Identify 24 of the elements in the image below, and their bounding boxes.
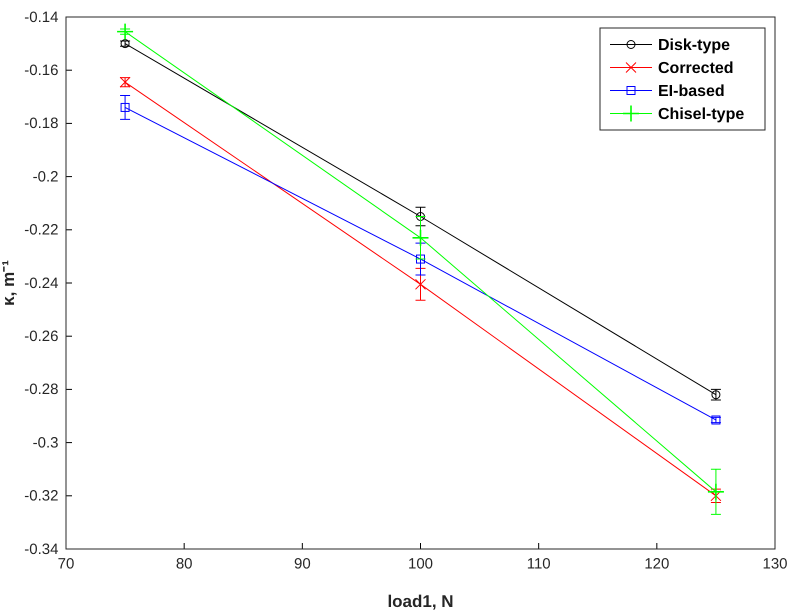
x-tick-label: 100 — [408, 556, 434, 572]
y-tick-label: -0.14 — [24, 8, 58, 26]
x-tick-label: 80 — [176, 556, 193, 572]
y-axis-title: κ, m⁻¹ — [0, 260, 18, 306]
y-tick-label: -0.22 — [24, 222, 58, 239]
y-tick-label: -0.24 — [24, 274, 58, 292]
legend-label: EI-based — [658, 83, 725, 100]
y-tick-label: -0.3 — [32, 434, 58, 452]
x-tick-label: 90 — [294, 556, 311, 572]
y-tick-label: -0.34 — [24, 540, 58, 558]
x-axis-title: load1, N — [387, 592, 454, 611]
y-tick-label: -0.2 — [32, 168, 58, 186]
x-tick-label: 110 — [526, 556, 551, 572]
y-tick-label: -0.32 — [24, 488, 58, 505]
x-tick-label: 120 — [644, 556, 670, 572]
y-tick-label: -0.16 — [24, 62, 58, 79]
legend-label: Disk-type — [658, 37, 730, 54]
legend-label: Chisel-type — [658, 106, 744, 124]
x-tick-label: 130 — [762, 556, 788, 572]
y-tick-label: -0.28 — [24, 381, 58, 398]
y-tick-label: -0.26 — [24, 328, 58, 345]
x-tick-label: 70 — [58, 556, 74, 572]
y-tick-label: -0.18 — [24, 115, 58, 132]
legend-label: Corrected — [658, 60, 734, 78]
